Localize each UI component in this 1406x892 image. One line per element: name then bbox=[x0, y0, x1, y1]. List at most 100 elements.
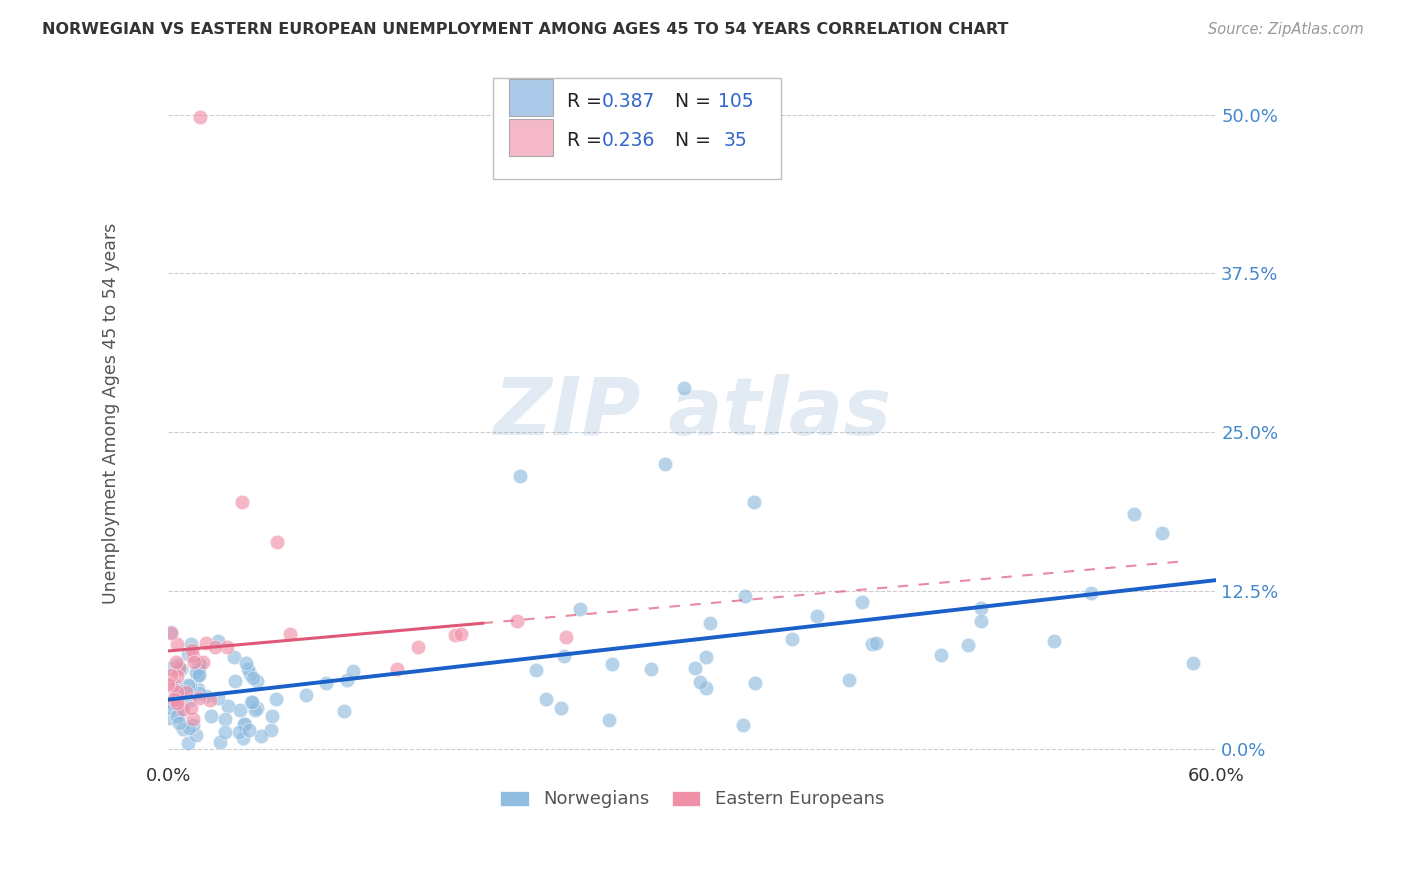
Point bbox=[235, 656, 257, 670]
Legend: Norwegians, Eastern Europeans: Norwegians, Eastern Europeans bbox=[494, 783, 891, 815]
Point bbox=[194, 635, 217, 649]
Point bbox=[838, 673, 860, 687]
Point bbox=[957, 638, 980, 652]
Point bbox=[695, 649, 717, 664]
Point bbox=[385, 662, 408, 676]
Point bbox=[195, 690, 218, 704]
Point bbox=[231, 494, 253, 508]
Point bbox=[524, 663, 547, 677]
Point bbox=[450, 627, 472, 641]
Text: R =: R = bbox=[567, 131, 607, 151]
Point bbox=[236, 662, 259, 676]
Point bbox=[731, 718, 754, 732]
Point bbox=[860, 637, 883, 651]
Point bbox=[224, 650, 246, 665]
Point bbox=[695, 681, 717, 696]
Point bbox=[1043, 633, 1066, 648]
Point bbox=[187, 686, 209, 700]
Point bbox=[865, 635, 887, 649]
Point bbox=[165, 686, 187, 700]
Point bbox=[181, 649, 204, 664]
Point bbox=[188, 668, 211, 682]
Point bbox=[683, 661, 706, 675]
Point bbox=[278, 627, 301, 641]
Point bbox=[214, 712, 236, 726]
Point bbox=[742, 494, 765, 508]
Point bbox=[160, 668, 183, 682]
Point bbox=[187, 690, 209, 705]
Point bbox=[166, 693, 188, 707]
Point bbox=[228, 724, 250, 739]
Point bbox=[187, 657, 209, 672]
Point bbox=[553, 648, 575, 663]
Point bbox=[169, 661, 191, 675]
Text: ZIP atlas: ZIP atlas bbox=[494, 374, 891, 452]
Point bbox=[180, 637, 202, 651]
Point bbox=[315, 676, 337, 690]
Point bbox=[600, 657, 623, 671]
Point bbox=[689, 674, 711, 689]
Text: N =: N = bbox=[664, 131, 717, 151]
Point bbox=[167, 660, 190, 674]
Point bbox=[179, 679, 201, 693]
Point bbox=[166, 685, 188, 699]
Point bbox=[200, 709, 222, 723]
Point bbox=[598, 713, 620, 727]
Point bbox=[242, 671, 264, 685]
Text: 105: 105 bbox=[718, 92, 754, 111]
Point bbox=[157, 711, 180, 725]
Point bbox=[160, 701, 183, 715]
Point bbox=[174, 684, 197, 698]
Point bbox=[207, 690, 229, 705]
Point bbox=[262, 709, 284, 723]
Point bbox=[208, 735, 231, 749]
Point bbox=[233, 716, 256, 731]
Point bbox=[734, 589, 756, 603]
Point bbox=[1152, 526, 1174, 541]
Point bbox=[198, 692, 221, 706]
Point bbox=[169, 706, 191, 721]
Point bbox=[266, 691, 288, 706]
Point bbox=[166, 669, 188, 683]
Point bbox=[215, 640, 238, 654]
Point bbox=[238, 723, 260, 737]
Text: 0.387: 0.387 bbox=[602, 92, 655, 111]
Point bbox=[229, 702, 252, 716]
Point bbox=[243, 703, 266, 717]
Point bbox=[294, 688, 316, 702]
Point bbox=[176, 678, 198, 692]
Point bbox=[207, 634, 229, 648]
Point bbox=[246, 701, 269, 715]
Point bbox=[232, 731, 254, 745]
Point bbox=[167, 716, 190, 731]
Point bbox=[169, 684, 191, 698]
FancyBboxPatch shape bbox=[509, 79, 553, 116]
Point bbox=[160, 679, 183, 693]
Point bbox=[1182, 657, 1205, 671]
Point bbox=[224, 674, 246, 689]
Point bbox=[162, 696, 184, 710]
Point bbox=[555, 630, 578, 644]
Point bbox=[165, 655, 187, 669]
Point bbox=[443, 627, 465, 641]
Point bbox=[970, 615, 993, 629]
Point bbox=[167, 657, 190, 672]
Point bbox=[170, 699, 193, 714]
Point bbox=[673, 380, 696, 394]
Point bbox=[260, 723, 283, 738]
Point bbox=[929, 648, 952, 663]
Point bbox=[184, 665, 207, 679]
Point bbox=[232, 717, 254, 731]
Point bbox=[806, 608, 828, 623]
Point bbox=[534, 691, 557, 706]
Point bbox=[186, 669, 208, 683]
Point bbox=[187, 666, 209, 681]
Point bbox=[506, 615, 529, 629]
Point bbox=[183, 718, 205, 732]
Point bbox=[336, 673, 359, 687]
Text: NORWEGIAN VS EASTERN EUROPEAN UNEMPLOYMENT AMONG AGES 45 TO 54 YEARS CORRELATION: NORWEGIAN VS EASTERN EUROPEAN UNEMPLOYME… bbox=[42, 22, 1008, 37]
Point bbox=[160, 624, 183, 639]
Point bbox=[188, 662, 211, 676]
Point bbox=[188, 111, 211, 125]
Point bbox=[1080, 586, 1102, 600]
